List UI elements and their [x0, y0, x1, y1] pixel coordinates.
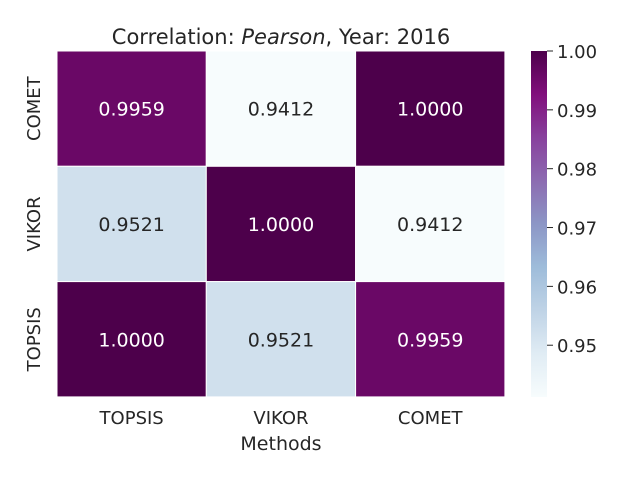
colorbar-tick-label: 0.96: [557, 277, 597, 298]
heatmap-cells: 0.9959 0.9412 1.0000 0.9521 1.0000 0.9412 1.00…: [56, 50, 506, 398]
cell-value-label: 0.9521: [98, 214, 164, 236]
chart-title-method: Pearson: [241, 25, 325, 49]
chart-title-suffix: , Year: 2016: [326, 25, 451, 49]
cell-value-label: 0.9959: [397, 329, 463, 351]
heatmap-cell: [56, 281, 207, 398]
chart-title-prefix: Correlation:: [112, 25, 242, 49]
heatmap-cell: [205, 165, 357, 283]
y-tick-label: TOPSIS: [24, 307, 45, 372]
heatmap-cell: [355, 281, 506, 398]
colorbar-tick-label: 0.98: [557, 160, 597, 181]
heatmap-cell: [56, 50, 207, 167]
colorbar-gradient: [531, 51, 547, 397]
colorbar-tick-label: 1.00: [557, 42, 597, 63]
x-tick-label: COMET: [398, 408, 464, 429]
cell-value-label: 1.0000: [98, 329, 164, 351]
x-tick-label: VIKOR: [253, 408, 308, 429]
cell-value-label: 0.9412: [397, 214, 463, 236]
cell-value-label: 0.9959: [98, 99, 164, 121]
y-tick-labels: COMET VIKOR TOPSIS: [24, 75, 45, 372]
colorbar-tick-label: 0.97: [557, 219, 597, 240]
x-tick-label: TOPSIS: [99, 408, 164, 429]
heatmap-cell: [355, 50, 506, 167]
colorbar-ticks: 0.95 0.96 0.97 0.98 0.99 1.00: [547, 42, 597, 357]
y-tick-label: VIKOR: [24, 196, 45, 251]
heatmap-cell: [205, 281, 357, 398]
cell-value-label: 0.9521: [248, 329, 314, 351]
cell-value-label: 1.0000: [397, 99, 463, 121]
colorbar-tick-label: 0.95: [557, 336, 597, 357]
colorbar-tick-label: 0.99: [557, 101, 597, 122]
cell-value-label: 0.9412: [248, 99, 314, 121]
heatmap-cell: [205, 50, 357, 167]
y-tick-label: COMET: [24, 75, 45, 141]
x-tick-labels: TOPSIS VIKOR COMET: [99, 408, 464, 429]
chart-title: Correlation: Pearson, Year: 2016: [112, 25, 450, 49]
heatmap-cell: [56, 165, 207, 283]
x-axis-label: Methods: [240, 433, 321, 455]
colorbar: 0.95 0.96 0.97 0.98 0.99 1.00: [531, 42, 597, 397]
cell-value-label: 1.0000: [248, 214, 314, 236]
heatmap-cell: [355, 165, 506, 283]
